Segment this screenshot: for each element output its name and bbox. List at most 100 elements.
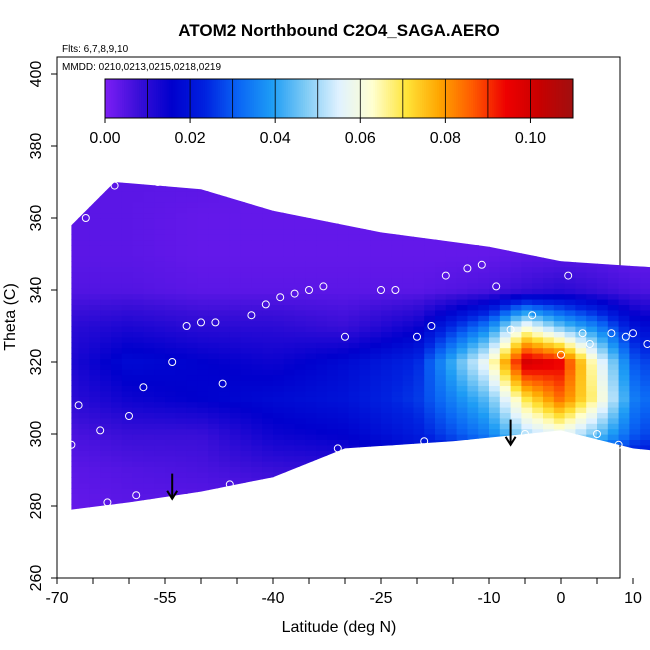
heatmap-cell <box>553 304 566 311</box>
heatmap-cell <box>240 288 252 295</box>
heatmap-cell <box>402 255 414 262</box>
heatmap-cell <box>176 510 187 516</box>
heatmap-cell <box>89 353 101 359</box>
heatmap-cell <box>283 477 296 484</box>
heatmap-cell <box>489 282 501 289</box>
heatmap-cell <box>402 493 414 500</box>
heatmap-cell <box>510 293 522 300</box>
heatmap-cell <box>607 266 620 273</box>
heatmap-cell <box>337 380 350 386</box>
heatmap-cell <box>640 450 650 457</box>
heatmap-cell <box>111 304 123 311</box>
heatmap-cell <box>327 315 339 322</box>
heatmap-cell <box>79 515 90 521</box>
heatmap-cell <box>89 336 101 343</box>
heatmap-cell <box>629 374 641 381</box>
heatmap-cell <box>100 455 112 462</box>
heatmap-cell <box>186 385 198 392</box>
heatmap-cell <box>586 369 598 376</box>
heatmap-cell <box>510 342 522 349</box>
heatmap-cell <box>143 250 155 257</box>
heatmap-cell <box>445 342 458 349</box>
heatmap-cell <box>294 412 306 419</box>
heatmap-cell <box>435 293 447 300</box>
heatmap-cell <box>89 299 101 305</box>
heatmap-cell <box>521 504 533 510</box>
heatmap-cell <box>499 309 512 316</box>
heatmap-cell <box>71 266 80 273</box>
heatmap-cell <box>499 288 512 295</box>
heatmap-cell <box>586 293 598 300</box>
heatmap-cell <box>532 461 544 467</box>
heatmap-cell <box>143 477 155 484</box>
heatmap-cell <box>71 299 80 305</box>
heatmap-cell <box>208 309 220 316</box>
heatmap-cell <box>100 369 112 376</box>
heatmap-cell <box>337 444 350 451</box>
heatmap-cell <box>499 444 512 451</box>
heatmap-cell <box>445 315 458 322</box>
heatmap-cell <box>575 439 587 446</box>
heatmap-cell <box>435 299 447 305</box>
heatmap-cell <box>478 331 490 338</box>
heatmap-cell <box>532 293 544 300</box>
heatmap-cell <box>370 417 382 424</box>
heatmap-cell <box>543 510 554 516</box>
heatmap-cell <box>197 282 209 289</box>
heatmap-cell <box>629 288 641 295</box>
heatmap-cell <box>273 455 285 462</box>
heatmap-cell <box>478 444 490 451</box>
heatmap-cell <box>305 293 317 300</box>
heatmap-cell <box>608 515 619 521</box>
heatmap-cell <box>607 326 620 332</box>
heatmap-cell <box>435 304 447 311</box>
heatmap-cell <box>489 326 501 332</box>
heatmap-cell <box>370 390 382 397</box>
heatmap-cell <box>262 498 274 505</box>
heatmap-cell <box>478 428 490 435</box>
heatmap-cell <box>640 282 650 289</box>
heatmap-cell <box>175 488 188 494</box>
heatmap-cell <box>208 315 220 322</box>
heatmap-cell <box>219 488 231 494</box>
heatmap-cell <box>100 336 112 343</box>
heatmap-cell <box>370 477 382 484</box>
heatmap-cell <box>629 299 641 305</box>
heatmap-cell <box>521 353 533 359</box>
heatmap-cell <box>435 417 447 424</box>
heatmap-cell <box>553 293 566 300</box>
heatmap-cell <box>381 342 393 349</box>
heatmap-cell <box>197 255 209 262</box>
heatmap-cell <box>575 342 587 349</box>
heatmap-cell <box>251 282 263 289</box>
heatmap-cell <box>543 477 555 484</box>
heatmap-cell <box>597 374 609 381</box>
heatmap-cell <box>575 353 587 359</box>
heatmap-cell <box>478 304 490 311</box>
heatmap-cell <box>57 342 68 348</box>
heatmap-cell <box>370 428 382 435</box>
heatmap-cell <box>294 353 306 359</box>
heatmap-cell <box>381 471 393 478</box>
heatmap-cell <box>553 455 566 462</box>
heatmap-cell <box>186 488 198 494</box>
heatmap-cell <box>186 466 198 473</box>
heatmap-cell <box>165 315 177 322</box>
heatmap-cell <box>629 428 641 435</box>
heatmap-cell <box>543 412 555 419</box>
heatmap-cell <box>154 347 166 354</box>
heatmap-cell <box>316 466 328 473</box>
heatmap-cell <box>348 428 360 435</box>
heatmap-cell <box>629 515 640 521</box>
heatmap-cell <box>89 293 101 300</box>
heatmap-cell <box>208 450 220 457</box>
heatmap-cell <box>273 423 285 430</box>
heatmap-cell <box>445 374 458 381</box>
heatmap-cell <box>283 455 296 462</box>
heatmap-cell <box>575 455 587 462</box>
heatmap-cell <box>283 444 296 451</box>
heatmap-cell <box>251 331 263 338</box>
heatmap-cell <box>532 363 544 370</box>
heatmap-cell <box>121 320 134 327</box>
heatmap-cell <box>251 428 263 435</box>
